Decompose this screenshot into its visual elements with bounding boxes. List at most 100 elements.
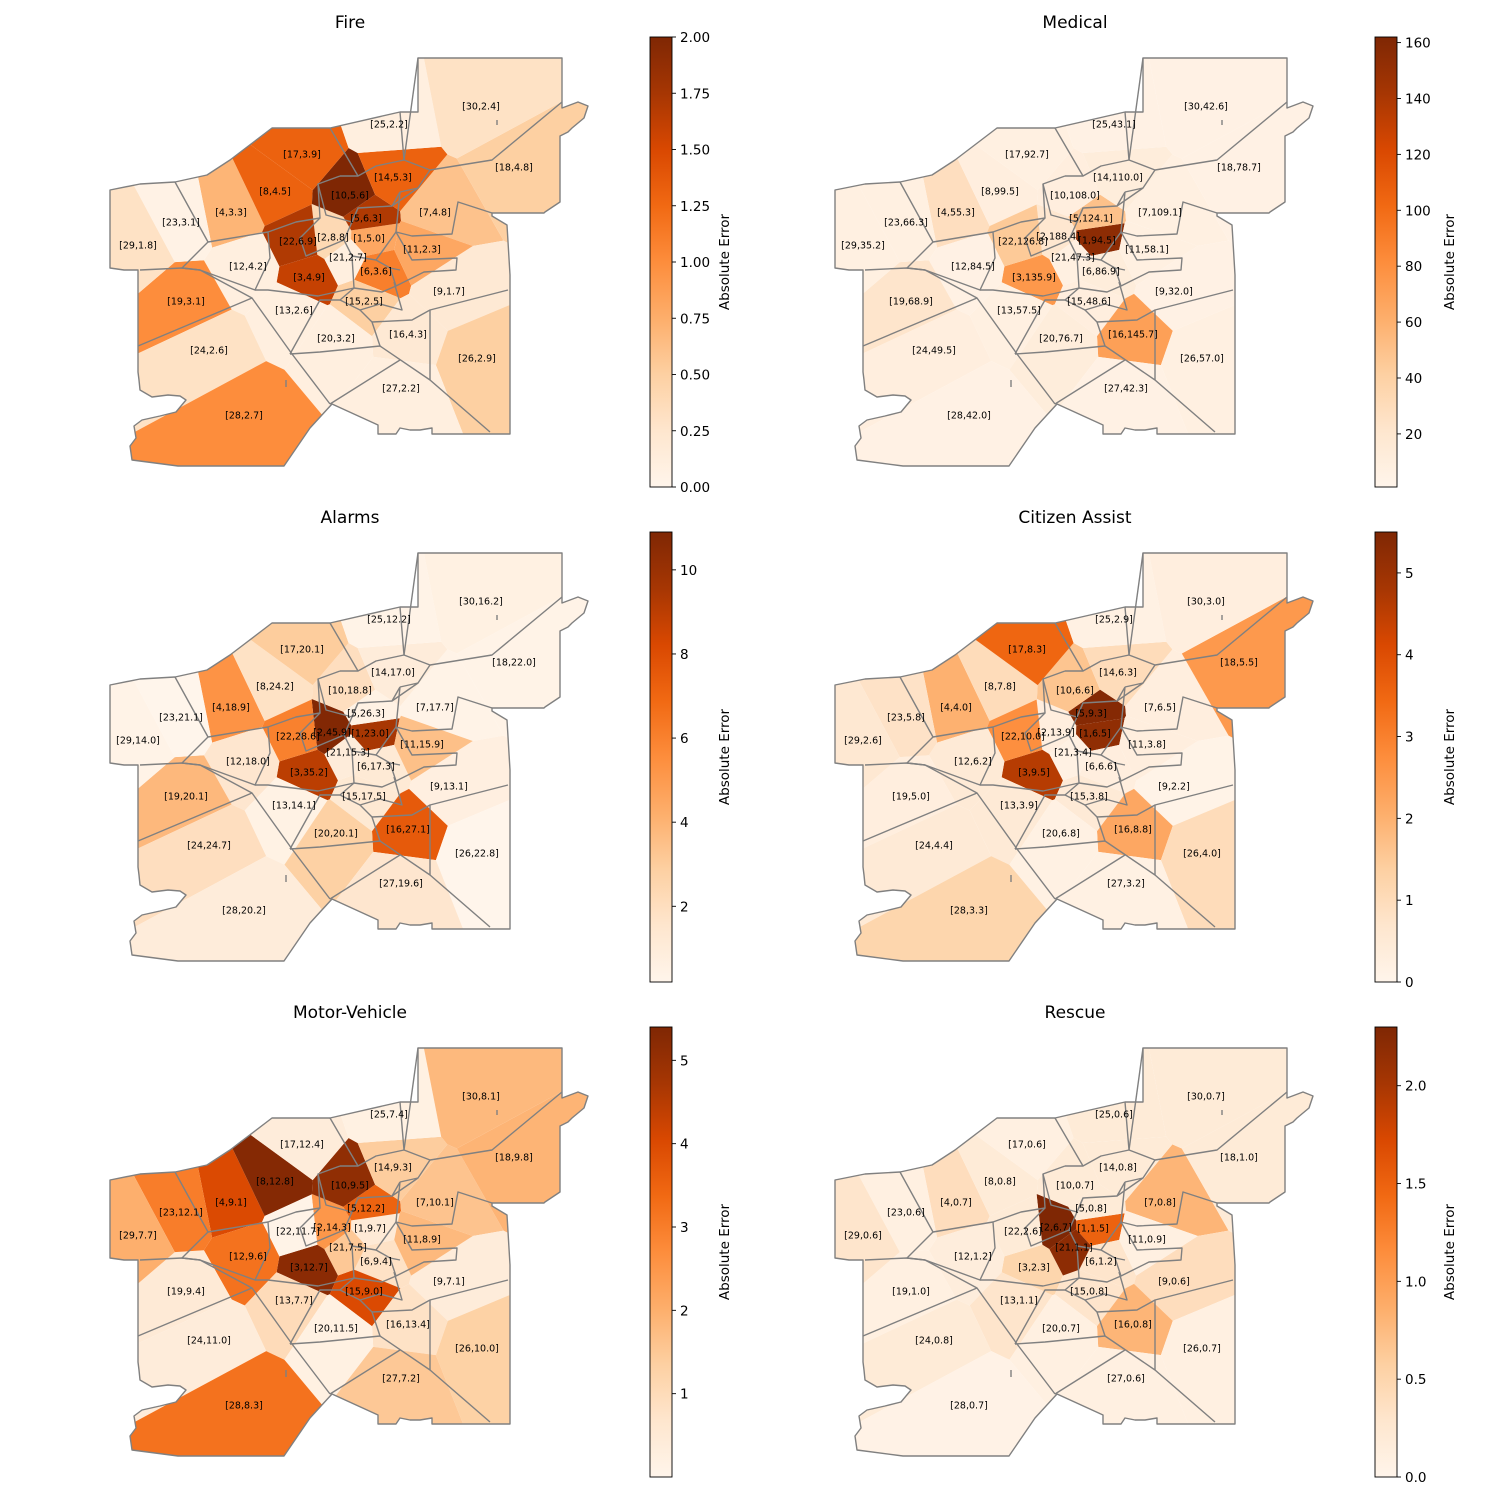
- region-border: [403, 1091, 563, 1161]
- region-fill: [1009, 1294, 1099, 1409]
- region-label: [28,8.3]: [225, 1401, 263, 1412]
- region-label: [15,0.8]: [1070, 1287, 1108, 1298]
- region-label: [5,0.8]: [1075, 1204, 1107, 1215]
- region-border: [1064, 1271, 1128, 1301]
- region-label: [15,9.0]: [345, 1287, 383, 1298]
- region-label: [26,57.0]: [1180, 354, 1224, 365]
- colorbar-tick-label: 1.5: [1405, 1177, 1426, 1193]
- colorbar-label: Absolute Error: [717, 708, 733, 805]
- region-border: [399, 1177, 419, 1183]
- region-label: [27,3.2]: [1107, 879, 1145, 890]
- region-border: [207, 231, 269, 243]
- region-fill: [928, 1221, 1005, 1306]
- region-label: [1,23.0]: [351, 729, 389, 740]
- region-label: [15,3.8]: [1070, 792, 1108, 803]
- region-label: [1,1.5]: [1077, 1224, 1109, 1235]
- region-label: [25,7.4]: [370, 1110, 408, 1121]
- region-border: [255, 750, 355, 792]
- region-label: [30,8.1]: [462, 1092, 500, 1103]
- region-fill: [1097, 788, 1173, 861]
- colorbar: [1374, 1026, 1398, 1478]
- region-label: [25,2.2]: [370, 120, 408, 131]
- region-label: [3,9.5]: [1018, 768, 1050, 779]
- region-border: [329, 1349, 401, 1395]
- region-border: [289, 1277, 355, 1345]
- region-label: [19,68.9]: [889, 297, 933, 308]
- region-border: [1054, 622, 1084, 672]
- region-fill: [203, 726, 280, 811]
- colorbar-tick-label: 1.25: [680, 199, 710, 215]
- region-label: [24,11.0]: [187, 1336, 231, 1347]
- region-label: [11,0.9]: [1128, 1235, 1166, 1246]
- region-borders: [834, 57, 1314, 467]
- region-label: [30,0.7]: [1187, 1092, 1225, 1103]
- region-fill: [1068, 194, 1126, 231]
- region-fill: [372, 788, 448, 861]
- city-outline: [109, 552, 589, 962]
- region-label: [24,4.4]: [915, 841, 953, 852]
- region-fill: [1076, 223, 1125, 256]
- region-label: [27,2.2]: [382, 384, 420, 395]
- region-fill: [110, 856, 336, 961]
- region-border: [1120, 726, 1183, 782]
- region-border: [137, 297, 253, 347]
- region-label: [22,2.6]: [1004, 1227, 1042, 1238]
- region-label: [3,35.2]: [290, 768, 328, 779]
- region-border: [1054, 127, 1084, 177]
- region-label: [4,55.3]: [937, 208, 975, 219]
- region-label: [15,2.5]: [345, 297, 383, 308]
- region-border: [864, 1257, 1056, 1395]
- region-fill: [1009, 304, 1099, 419]
- region-border: [403, 101, 563, 171]
- region-fill: [1119, 1210, 1198, 1276]
- region-label: [6,17.3]: [357, 762, 395, 773]
- region-label: [8,0.8]: [984, 1177, 1016, 1188]
- colorbar-tick-label: 2: [680, 899, 689, 915]
- region-fill: [262, 204, 318, 267]
- region-border: [1114, 762, 1126, 766]
- region-label: [26,22.8]: [455, 849, 499, 860]
- region-labels: [1,1.5] [2,6.7] [3,2.3] [4,0.7] [5,0.8] [6,1.…: [844, 1092, 1258, 1412]
- region-label: [25,12.2]: [367, 615, 411, 626]
- colorbar-tick-label: 5: [680, 1053, 689, 1069]
- region-label: [18,1.0]: [1220, 1153, 1258, 1164]
- region-label: [11,2.3]: [403, 245, 441, 256]
- colorbar-tick-label: 120: [1405, 147, 1431, 163]
- region-label: [21,47.3]: [1051, 253, 1095, 264]
- region-label: [8,12.8]: [256, 1177, 294, 1188]
- panel-title: Fire: [335, 13, 365, 33]
- region-border: [399, 606, 405, 656]
- region-fill: [400, 154, 504, 246]
- colorbar-tick-label: 80: [1405, 259, 1422, 275]
- region-labels: [1,9.7][2,14.3] [3,12.7] [4,9.1] [5,12.2] [6…: [119, 1092, 533, 1412]
- region-fill: [324, 239, 367, 286]
- region-fill: [351, 1213, 400, 1246]
- region-label: [7,6.5]: [1144, 703, 1176, 714]
- region-label: [17,8.3]: [1008, 645, 1046, 656]
- region-fill: [422, 1048, 588, 1149]
- region-fill: [203, 1221, 280, 1306]
- region-label: [28,42.0]: [947, 411, 991, 422]
- region-fill: [262, 1194, 318, 1257]
- region-fill: [244, 777, 328, 865]
- region-border: [395, 686, 493, 732]
- region-label: [5,124.1]: [1069, 214, 1113, 225]
- region-label: [12,84.5]: [951, 262, 995, 273]
- region-label: [10,6.6]: [1056, 686, 1094, 697]
- region-borders: [109, 57, 589, 467]
- region-label: [1,6.5]: [1079, 729, 1111, 740]
- region-fill: [284, 1294, 374, 1409]
- region-label: [22,6.9]: [279, 237, 317, 248]
- region-label: [5,26.3]: [347, 709, 385, 720]
- region-border: [403, 596, 563, 666]
- region-border: [339, 281, 403, 311]
- region-label: [21,1.1]: [1055, 1243, 1093, 1254]
- region-fill: [1147, 58, 1313, 159]
- region-fill: [357, 1136, 448, 1202]
- region-label: [30,2.4]: [462, 102, 500, 113]
- region-label: [23,5.8]: [887, 713, 925, 724]
- region-label: [16,27.1]: [386, 825, 430, 836]
- region-fill: [1125, 649, 1229, 741]
- region-label: [17,92.7]: [1005, 150, 1049, 161]
- region-label: [27,19.6]: [379, 879, 423, 890]
